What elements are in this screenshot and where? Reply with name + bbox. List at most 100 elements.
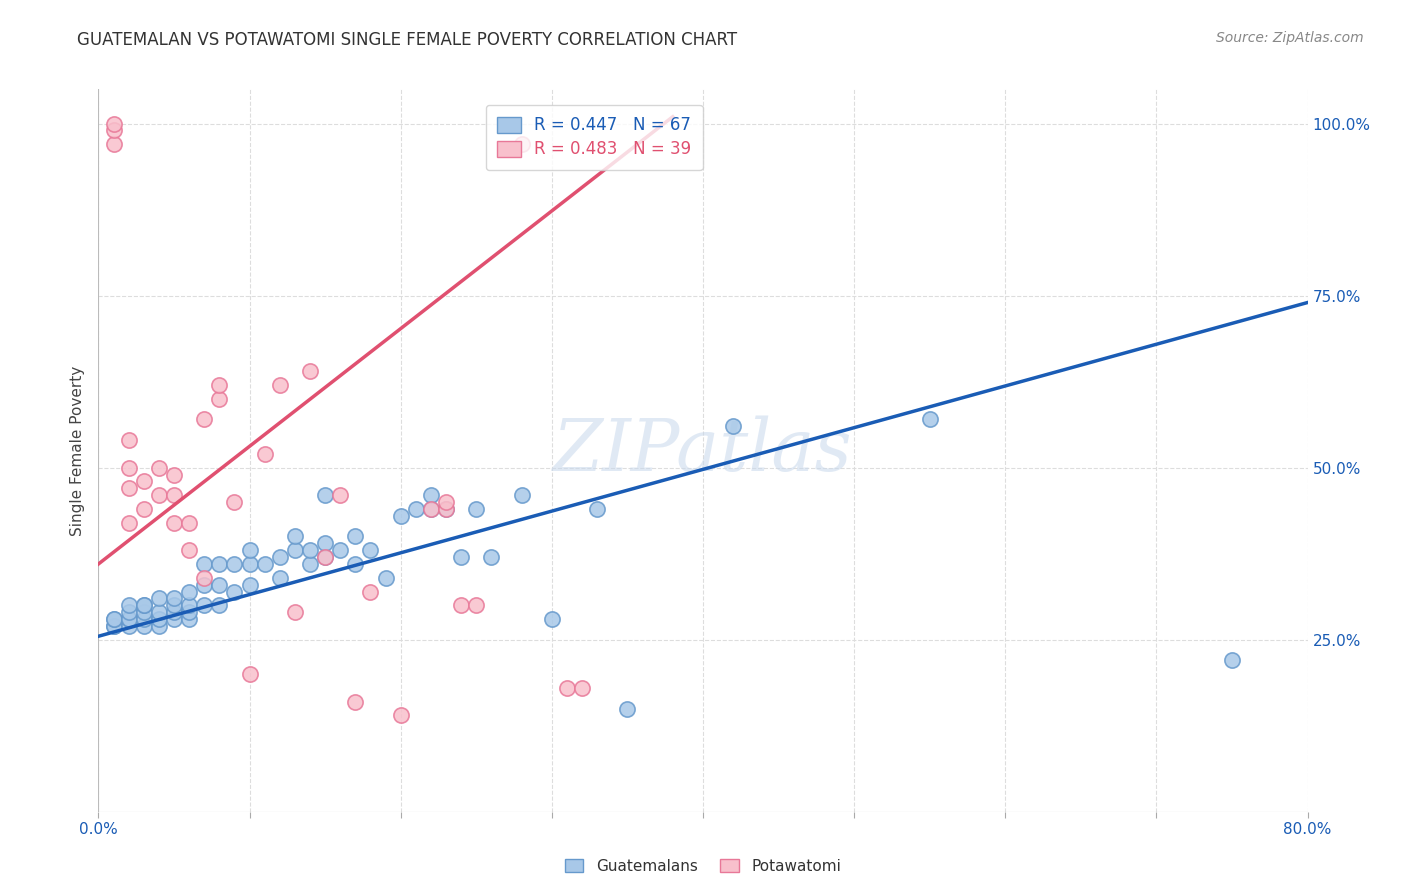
Point <box>465 502 488 516</box>
Point <box>329 488 352 502</box>
Point <box>163 488 186 502</box>
Point <box>208 392 231 406</box>
Point <box>269 378 291 392</box>
Point <box>616 701 638 715</box>
Point <box>224 557 246 571</box>
Point <box>314 536 336 550</box>
Point <box>179 612 201 626</box>
Point <box>510 137 533 152</box>
Point <box>481 550 503 565</box>
Point <box>163 612 186 626</box>
Point <box>163 467 186 482</box>
Point <box>118 605 141 619</box>
Point <box>193 599 215 613</box>
Text: GUATEMALAN VS POTAWATOMI SINGLE FEMALE POVERTY CORRELATION CHART: GUATEMALAN VS POTAWATOMI SINGLE FEMALE P… <box>77 31 738 49</box>
Point <box>132 475 155 489</box>
Point <box>360 543 382 558</box>
Point <box>224 584 246 599</box>
Point <box>540 612 562 626</box>
Point <box>284 543 307 558</box>
Point <box>148 488 170 502</box>
Point <box>239 667 262 681</box>
Point <box>299 364 322 378</box>
Point <box>148 605 170 619</box>
Point <box>163 599 186 613</box>
Point <box>389 508 412 523</box>
Point <box>405 502 427 516</box>
Point <box>450 599 472 613</box>
Point <box>918 412 941 426</box>
Text: ZIPatlas: ZIPatlas <box>553 415 853 486</box>
Point <box>450 550 472 565</box>
Point <box>510 488 533 502</box>
Point <box>299 557 322 571</box>
Point <box>434 495 457 509</box>
Point <box>179 584 201 599</box>
Point <box>103 612 125 626</box>
Point <box>179 605 201 619</box>
Point <box>103 117 125 131</box>
Point <box>208 577 231 591</box>
Point <box>163 591 186 606</box>
Point <box>389 708 412 723</box>
Point <box>118 612 141 626</box>
Point <box>555 681 578 695</box>
Point <box>118 612 141 626</box>
Point <box>420 502 443 516</box>
Point <box>148 619 170 633</box>
Point <box>224 495 246 509</box>
Point <box>132 605 155 619</box>
Point <box>239 577 262 591</box>
Point <box>118 619 141 633</box>
Point <box>193 557 215 571</box>
Point <box>132 599 155 613</box>
Point <box>344 529 367 543</box>
Point <box>253 557 276 571</box>
Point <box>163 516 186 530</box>
Point <box>103 137 125 152</box>
Y-axis label: Single Female Poverty: Single Female Poverty <box>69 366 84 535</box>
Point <box>1220 653 1243 667</box>
Point <box>179 599 201 613</box>
Point <box>571 681 593 695</box>
Point <box>103 612 125 626</box>
Point <box>344 695 367 709</box>
Point <box>269 571 291 585</box>
Point <box>208 599 231 613</box>
Point <box>148 591 170 606</box>
Point <box>132 599 155 613</box>
Legend: Guatemalans, Potawatomi: Guatemalans, Potawatomi <box>560 853 846 880</box>
Point <box>208 557 231 571</box>
Point <box>103 619 125 633</box>
Point <box>148 460 170 475</box>
Text: Source: ZipAtlas.com: Source: ZipAtlas.com <box>1216 31 1364 45</box>
Point <box>163 605 186 619</box>
Point <box>118 460 141 475</box>
Point <box>723 419 745 434</box>
Point <box>420 502 443 516</box>
Point <box>239 543 262 558</box>
Point <box>193 577 215 591</box>
Point <box>118 433 141 447</box>
Point <box>103 619 125 633</box>
Point <box>239 557 262 571</box>
Point <box>132 612 155 626</box>
Point <box>193 412 215 426</box>
Point <box>148 612 170 626</box>
Point <box>465 599 488 613</box>
Point <box>434 502 457 516</box>
Point <box>329 543 352 558</box>
Point <box>284 605 307 619</box>
Point <box>360 584 382 599</box>
Point <box>374 571 396 585</box>
Point <box>420 488 443 502</box>
Point <box>314 550 336 565</box>
Point <box>193 571 215 585</box>
Point <box>103 123 125 137</box>
Point <box>132 619 155 633</box>
Point <box>434 502 457 516</box>
Point <box>118 516 141 530</box>
Point <box>586 502 609 516</box>
Point <box>179 516 201 530</box>
Point <box>179 543 201 558</box>
